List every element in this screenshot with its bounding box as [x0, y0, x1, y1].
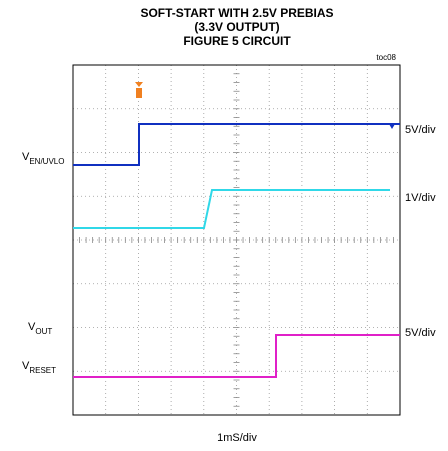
channel-label: VRESET [22, 360, 56, 375]
trigger-marker [135, 82, 143, 98]
trace-out [73, 189, 390, 229]
channel-label: VOUT [28, 321, 52, 336]
trace-reset [73, 334, 400, 378]
title-line: (3.3V OUTPUT) [194, 20, 279, 34]
scale-label: 5V/div [405, 124, 436, 136]
screen-border [72, 64, 401, 416]
title-line: SOFT-START WITH 2.5V PREBIAS [140, 6, 333, 20]
figure-id: toc08 [376, 53, 396, 62]
time-scale: 1mS/div [217, 432, 257, 444]
trace-en [73, 123, 400, 166]
title-line: FIGURE 5 CIRCUIT [183, 34, 291, 48]
trace-marker [389, 124, 395, 129]
channel-label: VEN/UVLO [22, 151, 64, 166]
scale-label: 5V/div [405, 327, 436, 339]
scale-label: 1V/div [405, 192, 436, 204]
grid [72, 64, 401, 416]
